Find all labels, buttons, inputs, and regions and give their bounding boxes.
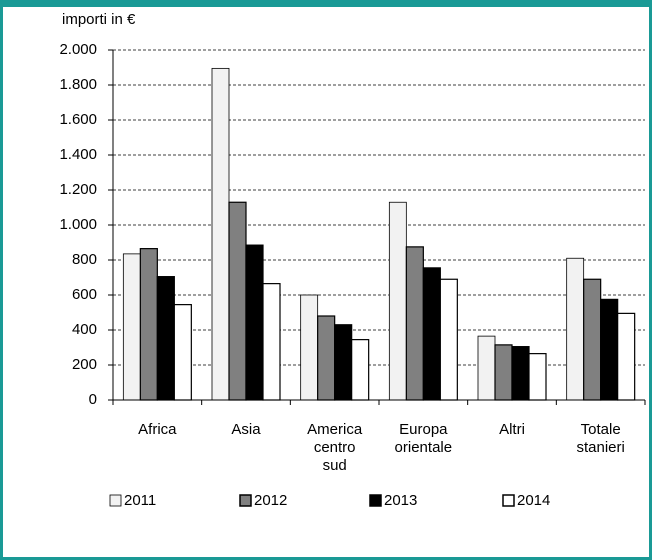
x-tick-label: Altri [499,421,525,438]
bar [439,278,458,401]
bar [600,298,619,401]
bar [228,201,247,401]
y-tick-label: 1.400 [59,146,97,163]
x-tick-label: Asia [231,421,261,438]
legend-label: 2012 [254,492,287,509]
bar [405,246,424,401]
bar [351,339,370,401]
bar [388,201,407,401]
axis-title: importi in € [62,11,136,28]
legend-swatch [502,494,515,507]
legend-swatch [369,494,382,507]
bar [245,244,264,401]
bar [583,278,602,401]
y-tick-label: 0 [89,391,97,408]
legend-label: 2014 [517,492,550,509]
x-tick-label: America centro sud [307,421,363,474]
bar [156,276,175,401]
y-tick-label: 600 [72,286,97,303]
bar [494,344,513,401]
y-tick-label: 1.000 [59,216,97,233]
bar [617,312,636,401]
bar [334,324,353,401]
x-tick-label: Totale stanieri [576,421,624,456]
legend-swatch [239,494,252,507]
bar [300,294,319,401]
bar [317,315,336,401]
y-tick-label: 1.600 [59,111,97,128]
x-tick-label: Europa orientale [395,421,453,456]
y-tick-label: 2.000 [59,41,97,58]
bar [511,346,530,401]
bar [139,248,158,401]
bar [173,304,192,401]
bar [528,353,547,401]
bar [422,267,441,401]
legend-label: 2013 [384,492,417,509]
y-tick-label: 200 [72,356,97,373]
top-bar [0,0,652,7]
bar [566,257,585,401]
y-tick-label: 400 [72,321,97,338]
bar [122,253,141,401]
bar [211,67,230,401]
legend-label: 2011 [124,492,156,509]
y-tick-label: 1.800 [59,76,97,93]
x-tick-label: Africa [138,421,177,438]
legend-swatch [109,494,122,507]
bar [477,335,496,401]
bar [262,283,281,401]
y-tick-label: 1.200 [59,181,97,198]
y-tick-label: 800 [72,251,97,268]
